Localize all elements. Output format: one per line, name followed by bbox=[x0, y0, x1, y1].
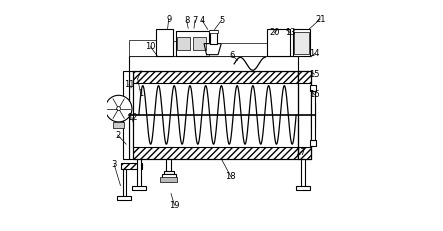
Bar bbox=[133, 147, 299, 159]
Text: 17: 17 bbox=[295, 148, 306, 157]
Bar bbox=[296, 186, 310, 190]
Text: 2: 2 bbox=[115, 131, 120, 140]
Text: 14: 14 bbox=[309, 49, 320, 58]
Bar bbox=[167, 159, 171, 172]
Bar bbox=[121, 163, 142, 170]
Bar bbox=[293, 29, 310, 56]
Text: 11: 11 bbox=[124, 80, 134, 89]
Bar bbox=[268, 29, 290, 56]
Bar bbox=[177, 37, 190, 50]
Bar bbox=[209, 43, 268, 56]
Text: 7: 7 bbox=[192, 16, 198, 25]
Text: 10: 10 bbox=[145, 42, 155, 51]
Bar bbox=[209, 30, 218, 33]
Bar bbox=[123, 71, 129, 159]
Bar bbox=[137, 159, 141, 187]
Bar bbox=[132, 186, 146, 190]
Bar bbox=[117, 196, 131, 201]
Bar bbox=[133, 71, 299, 159]
Text: 21: 21 bbox=[315, 15, 326, 24]
Text: 8: 8 bbox=[184, 16, 189, 25]
Bar bbox=[163, 171, 174, 174]
Bar bbox=[301, 159, 305, 187]
Text: 15: 15 bbox=[309, 70, 320, 79]
Bar bbox=[210, 30, 217, 44]
Bar bbox=[299, 71, 311, 83]
Bar bbox=[310, 140, 316, 146]
Text: 20: 20 bbox=[269, 28, 280, 37]
Text: 16: 16 bbox=[309, 90, 320, 99]
Text: 9: 9 bbox=[166, 15, 171, 24]
Text: 4: 4 bbox=[199, 16, 205, 25]
Bar bbox=[133, 71, 299, 83]
Bar bbox=[162, 173, 175, 179]
Bar bbox=[133, 83, 299, 147]
Polygon shape bbox=[204, 44, 221, 55]
Text: 12: 12 bbox=[127, 113, 137, 122]
Bar bbox=[299, 147, 311, 159]
Text: 3: 3 bbox=[112, 160, 117, 169]
Bar bbox=[311, 103, 315, 127]
Bar bbox=[123, 170, 126, 197]
Text: 1: 1 bbox=[138, 89, 143, 98]
Text: 6: 6 bbox=[230, 51, 235, 60]
Bar bbox=[129, 40, 156, 56]
Bar bbox=[173, 41, 175, 56]
Bar bbox=[294, 32, 308, 54]
Circle shape bbox=[117, 107, 120, 111]
Bar bbox=[299, 71, 311, 159]
Bar bbox=[175, 30, 209, 56]
Bar bbox=[156, 29, 173, 56]
Text: 5: 5 bbox=[219, 16, 224, 25]
Text: 13: 13 bbox=[285, 28, 295, 37]
Bar bbox=[160, 177, 177, 182]
Bar bbox=[311, 91, 315, 140]
Text: 18: 18 bbox=[225, 172, 236, 181]
Circle shape bbox=[105, 95, 132, 122]
Bar bbox=[129, 71, 133, 159]
Bar bbox=[194, 37, 206, 50]
Bar bbox=[310, 85, 316, 91]
Bar bbox=[129, 56, 299, 71]
Bar bbox=[113, 122, 124, 128]
Bar bbox=[299, 71, 311, 159]
Text: 19: 19 bbox=[169, 201, 180, 210]
